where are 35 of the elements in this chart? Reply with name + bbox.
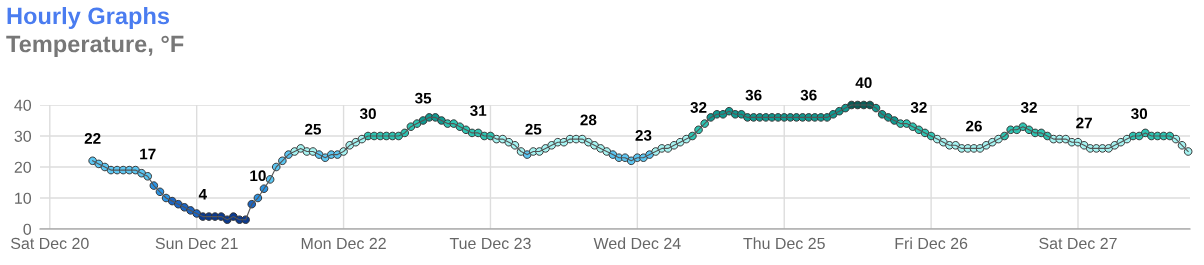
data-label: 10 (250, 170, 266, 182)
data-label: 28 (580, 114, 597, 126)
y-tick-label: 0 (23, 223, 32, 235)
data-label: 4 (198, 189, 207, 200)
chart-title: Hourly Graphs (7, 7, 170, 29)
data-label: 30 (359, 108, 376, 120)
data-label: 32 (690, 102, 707, 113)
data-label: 36 (745, 89, 762, 101)
y-tick-label: 20 (14, 161, 32, 173)
y-tick-label: 10 (15, 192, 32, 204)
data-label: 40 (855, 77, 872, 89)
data-label: 25 (525, 123, 542, 135)
x-tick-label: Thu Dec 25 (743, 237, 825, 250)
data-label: 36 (800, 89, 817, 101)
data-label: 25 (305, 123, 322, 135)
data-label: 30 (1131, 108, 1148, 120)
y-tick-label: 40 (14, 99, 32, 111)
x-tick-label: Fri Dec 26 (895, 237, 968, 250)
x-tick-label: Wed Dec 24 (593, 237, 681, 250)
x-tick-label: Sat Dec 20 (11, 237, 89, 250)
data-label: 32 (910, 102, 927, 113)
x-tick-label: Tue Dec 23 (449, 237, 531, 250)
x-tick-label: Sat Dec 27 (1039, 237, 1117, 250)
data-label: 17 (140, 148, 156, 160)
chart-subtitle: Temperature, °F (6, 35, 184, 57)
data-label: 23 (635, 129, 652, 141)
data-label: 22 (84, 133, 101, 144)
data-label: 26 (965, 120, 982, 132)
x-tick-label: Mon Dec 22 (301, 237, 386, 250)
y-tick-label: 30 (14, 130, 32, 142)
data-label: 31 (470, 105, 487, 117)
data-label: 27 (1076, 117, 1092, 129)
x-tick-label: Sun Dec 21 (155, 237, 238, 250)
data-label: 35 (414, 92, 432, 104)
data-label: 32 (1020, 102, 1037, 113)
